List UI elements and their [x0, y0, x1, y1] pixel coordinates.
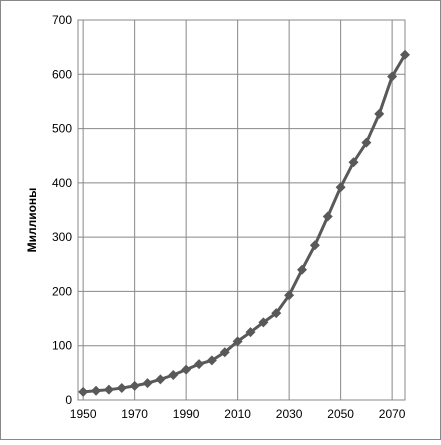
data-point [258, 317, 269, 328]
x-tick-label: 1970 [121, 407, 148, 421]
y-tick-label: 600 [52, 67, 72, 81]
x-tick-label: 2070 [379, 407, 406, 421]
x-tick-label: 2050 [327, 407, 354, 421]
x-tick-label: 2010 [224, 407, 251, 421]
data-point [309, 240, 320, 251]
data-point [91, 385, 102, 396]
x-tick-label: 2030 [276, 407, 303, 421]
data-point [155, 374, 166, 385]
data-point [232, 336, 243, 347]
data-point [129, 380, 140, 391]
data-point [335, 182, 346, 193]
x-tick-label: 1950 [70, 407, 97, 421]
y-tick-label: 400 [52, 176, 72, 190]
data-point [284, 290, 295, 301]
data-point [116, 383, 127, 394]
data-point [103, 384, 114, 395]
data-point [142, 378, 153, 389]
data-point [181, 364, 192, 375]
data-point [297, 264, 308, 275]
data-point [245, 327, 256, 338]
data-point [219, 347, 230, 358]
data-point [374, 108, 385, 119]
y-tick-label: 200 [52, 284, 72, 298]
data-point [78, 386, 89, 397]
data-point [348, 157, 359, 168]
y-axis-label: Миллионы [25, 188, 39, 253]
data-point [206, 355, 217, 366]
data-point [387, 71, 398, 82]
data-point [271, 308, 282, 319]
y-tick-label: 500 [52, 122, 72, 136]
data-point [168, 370, 179, 381]
plot-border [77, 19, 406, 401]
data-point [400, 49, 410, 60]
y-tick-label: 300 [52, 230, 72, 244]
y-tick-label: 0 [65, 393, 72, 407]
data-point [322, 211, 333, 222]
data-point [361, 137, 372, 148]
x-tick-label: 1990 [173, 407, 200, 421]
data-point [194, 359, 205, 370]
y-tick-label: 700 [52, 13, 72, 27]
y-tick-label: 100 [52, 339, 72, 353]
